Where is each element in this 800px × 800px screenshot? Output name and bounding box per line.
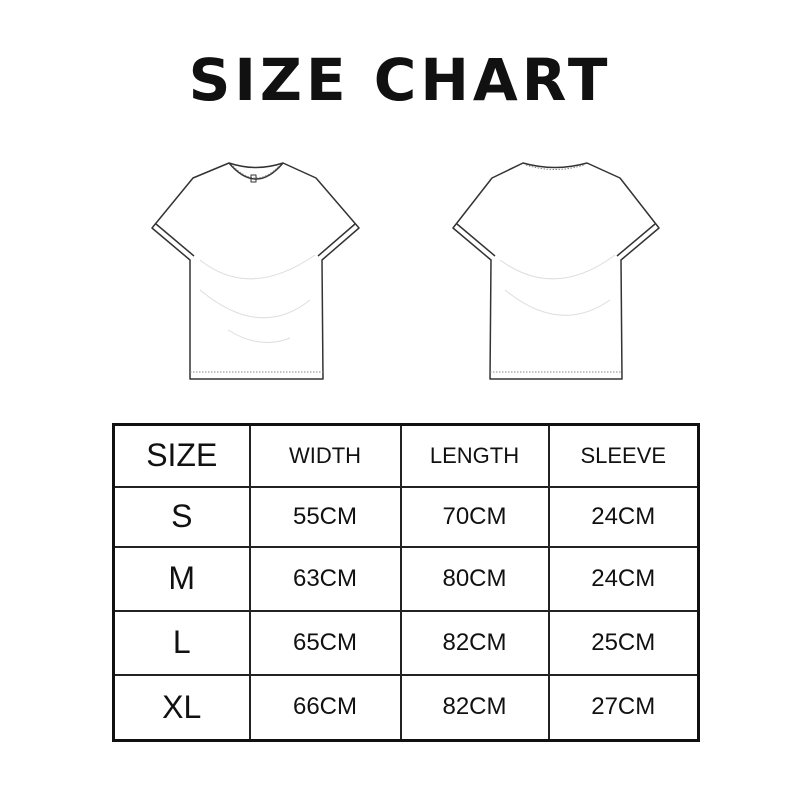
header-size: SIZE <box>112 423 251 488</box>
cell-width: 55CM <box>248 485 402 548</box>
cell-sleeve: 27CM <box>547 673 700 742</box>
table-row: XL 66CM 82CM 27CM <box>112 673 700 742</box>
cell-sleeve: 25CM <box>547 609 700 676</box>
size-table: SIZE WIDTH LENGTH SLEEVE S 55CM 70CM 24C… <box>112 423 700 742</box>
cell-sleeve: 24CM <box>547 545 700 612</box>
cell-length: 80CM <box>399 545 550 612</box>
cell-width: 63CM <box>248 545 402 612</box>
header-width: WIDTH <box>248 423 402 488</box>
cell-length: 82CM <box>399 609 550 676</box>
table-header-row: SIZE WIDTH LENGTH SLEEVE <box>112 423 700 488</box>
header-sleeve: SLEEVE <box>547 423 700 488</box>
cell-width: 65CM <box>248 609 402 676</box>
table-row: L 65CM 82CM 25CM <box>112 609 700 676</box>
page-title: SIZE CHART <box>188 46 612 114</box>
cell-length: 82CM <box>399 673 550 742</box>
header-length: LENGTH <box>399 423 550 488</box>
cell-size: M <box>112 545 251 612</box>
table-row: S 55CM 70CM 24CM <box>112 485 700 548</box>
cell-size: L <box>112 609 251 676</box>
t-shirt-illustrations <box>151 162 660 380</box>
cell-sleeve: 24CM <box>547 485 700 548</box>
t-shirt-back-icon <box>452 162 660 380</box>
cell-length: 70CM <box>399 485 550 548</box>
table-row: M 63CM 80CM 24CM <box>112 545 700 612</box>
cell-width: 66CM <box>248 673 402 742</box>
cell-size: XL <box>112 673 251 742</box>
t-shirt-front-icon <box>151 162 360 380</box>
cell-size: S <box>112 485 251 548</box>
